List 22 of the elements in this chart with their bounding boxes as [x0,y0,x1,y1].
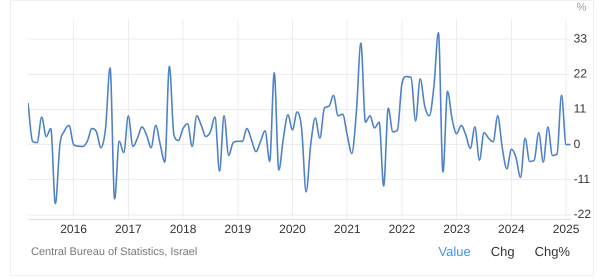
y-axis-title: % [576,2,587,14]
x-tick-label: 2017 [114,222,142,236]
x-tick-label: 2021 [334,222,361,236]
text: Chg [490,244,515,259]
x-tick-label: 2016 [60,222,88,236]
x-tick-label: 2022 [388,222,416,236]
text: Chg% [534,244,570,259]
y-tick-label: 0 [574,136,581,151]
x-tick-label: 2019 [224,222,252,236]
text: Value [438,244,471,259]
x-tick-label: 2018 [170,222,197,236]
y-tick-label: 11 [574,102,586,116]
x-tick-label: 2025 [552,222,580,236]
text: Central Bureau of Statistics, Israel [31,246,198,258]
y-tick-label: -11 [574,172,590,186]
line-series [28,32,571,204]
x-tick-label: 2023 [443,222,470,236]
x-tick-label: 2024 [498,222,526,236]
x-tick-label: 2020 [279,222,306,236]
y-tick-label: 33 [574,31,588,46]
y-tick-label: -22 [574,207,592,222]
y-tick-label: 22 [574,66,588,81]
